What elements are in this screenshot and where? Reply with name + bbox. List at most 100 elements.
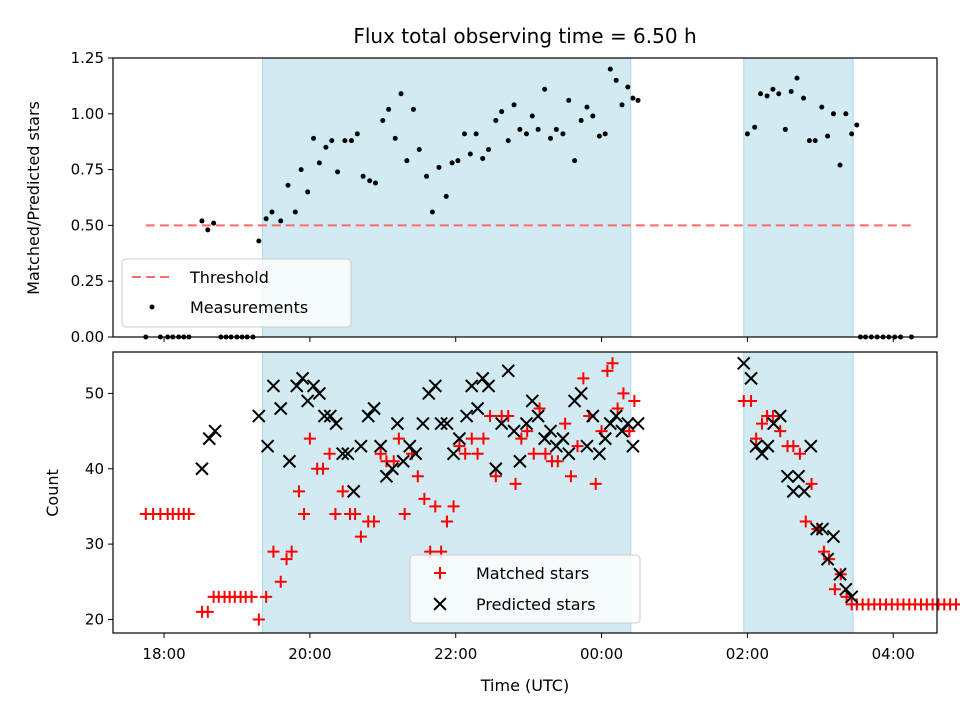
bottom-plot-frame [112,351,938,634]
predicted-star-point [274,401,288,416]
top-y-tick-label: 1.00 [71,105,104,123]
predicted-star-point [598,431,612,446]
matched-star-point [418,492,431,505]
predicted-star-point [489,462,503,476]
matched-star-point [805,477,818,490]
matched-star-point [201,605,214,618]
measurement-point [499,109,505,115]
measurement-point [292,209,298,215]
measurement-point [758,91,764,97]
predicted-star-point [815,522,830,536]
matched-star-point [628,394,641,407]
matched-star-point [617,387,630,400]
measurement-point [584,104,590,110]
bottom-y-tick-label: 50 [85,384,104,402]
matched-star-point [828,583,841,596]
predicted-star-point [615,424,629,438]
top-panel: 0.00 0.25 0.50 0.75 1.00 1.25 Matched/Predict… [24,49,938,346]
matched-star-point [750,432,763,445]
measurement-point [764,93,770,99]
measurement-point [752,124,758,130]
matched-star-point [521,425,534,438]
predicted-star-point [465,379,479,393]
matched-star-point [483,410,496,423]
measurement-point [256,238,262,244]
predicted-star-point [839,582,853,597]
predicted-star-point [749,439,763,453]
measurement-point [776,91,782,97]
matched-star-point [551,455,564,468]
matched-star-point [329,507,342,520]
top-y-tick-label: 0.00 [71,328,104,346]
matched-star-point [429,500,442,513]
measurement-point [590,113,596,119]
top-y-tick-label: 0.50 [71,216,104,234]
measurement-point [263,216,269,222]
measurement-point [416,147,422,153]
matched-star-point [955,603,960,606]
bottom-y-tick-label: 20 [85,610,104,628]
measurement-point [455,158,461,164]
measurement-point [854,122,860,128]
matched-star-point [611,402,624,415]
measurement-point [367,178,373,184]
measurement-point [523,131,529,137]
matched-star-point [601,364,614,377]
measurement-point [493,117,499,123]
legend-predicted-label: Predicted stars [476,595,596,614]
predicted-star-point [367,401,381,416]
matched-star-point [387,455,400,468]
measurement-point [788,88,794,94]
x-tick-label: 18:00 [142,645,185,663]
x-axis-label: Time (UTC) [480,676,569,695]
measurement-point [410,106,416,112]
measurement-point [572,158,578,164]
measurement-point [473,131,479,137]
matched-star-point [453,440,466,453]
matched-star-point [606,357,619,370]
x-tick-label: 04:00 [872,645,915,663]
measurement-point [429,209,435,215]
matched-star-point [292,485,305,498]
bottom-y-axis-label: Count [43,469,62,517]
matched-star-point [398,507,411,520]
predicted-star-point [373,439,388,453]
predicted-star-point [501,364,515,378]
measurement-point [548,135,554,141]
measurement-point [360,173,366,179]
measurement-point [578,117,584,123]
top-plot-frame [112,57,938,338]
matched-star-point [459,447,472,460]
measurement-point [269,209,275,215]
predicted-star-point [773,409,787,423]
matched-star-point [559,417,572,430]
predicted-star-point [361,409,375,423]
measurement-point [517,126,523,132]
matched-star-point [623,425,636,438]
predicted-star-point [470,401,485,416]
matched-star-point [755,417,768,430]
matched-star-point [823,553,836,566]
measurement-point [806,138,812,144]
matched-star-point [274,575,287,588]
matched-star-point [349,507,362,520]
legend-predicted-swatch [433,597,447,611]
predicted-star-point [820,552,835,566]
x-tick-label: 00:00 [580,645,623,663]
measurement-point [613,77,619,83]
predicted-star-point [354,439,368,453]
measurement-point [404,158,410,164]
measurement-point [467,151,473,157]
measurement-point [323,144,329,150]
measurement-point [205,227,211,233]
predicted-star-point [416,416,430,431]
predicted-star-point [403,439,417,453]
matched-star-point [280,553,293,566]
chart-title: Flux total observing time = 6.50 h [353,24,696,48]
matched-star-point [489,470,502,483]
predicted-star-point [580,439,594,453]
top-legend-box [121,258,352,328]
predicted-star-point [317,409,332,423]
predicted-star-point [208,424,222,438]
predicted-star-point [335,446,350,461]
